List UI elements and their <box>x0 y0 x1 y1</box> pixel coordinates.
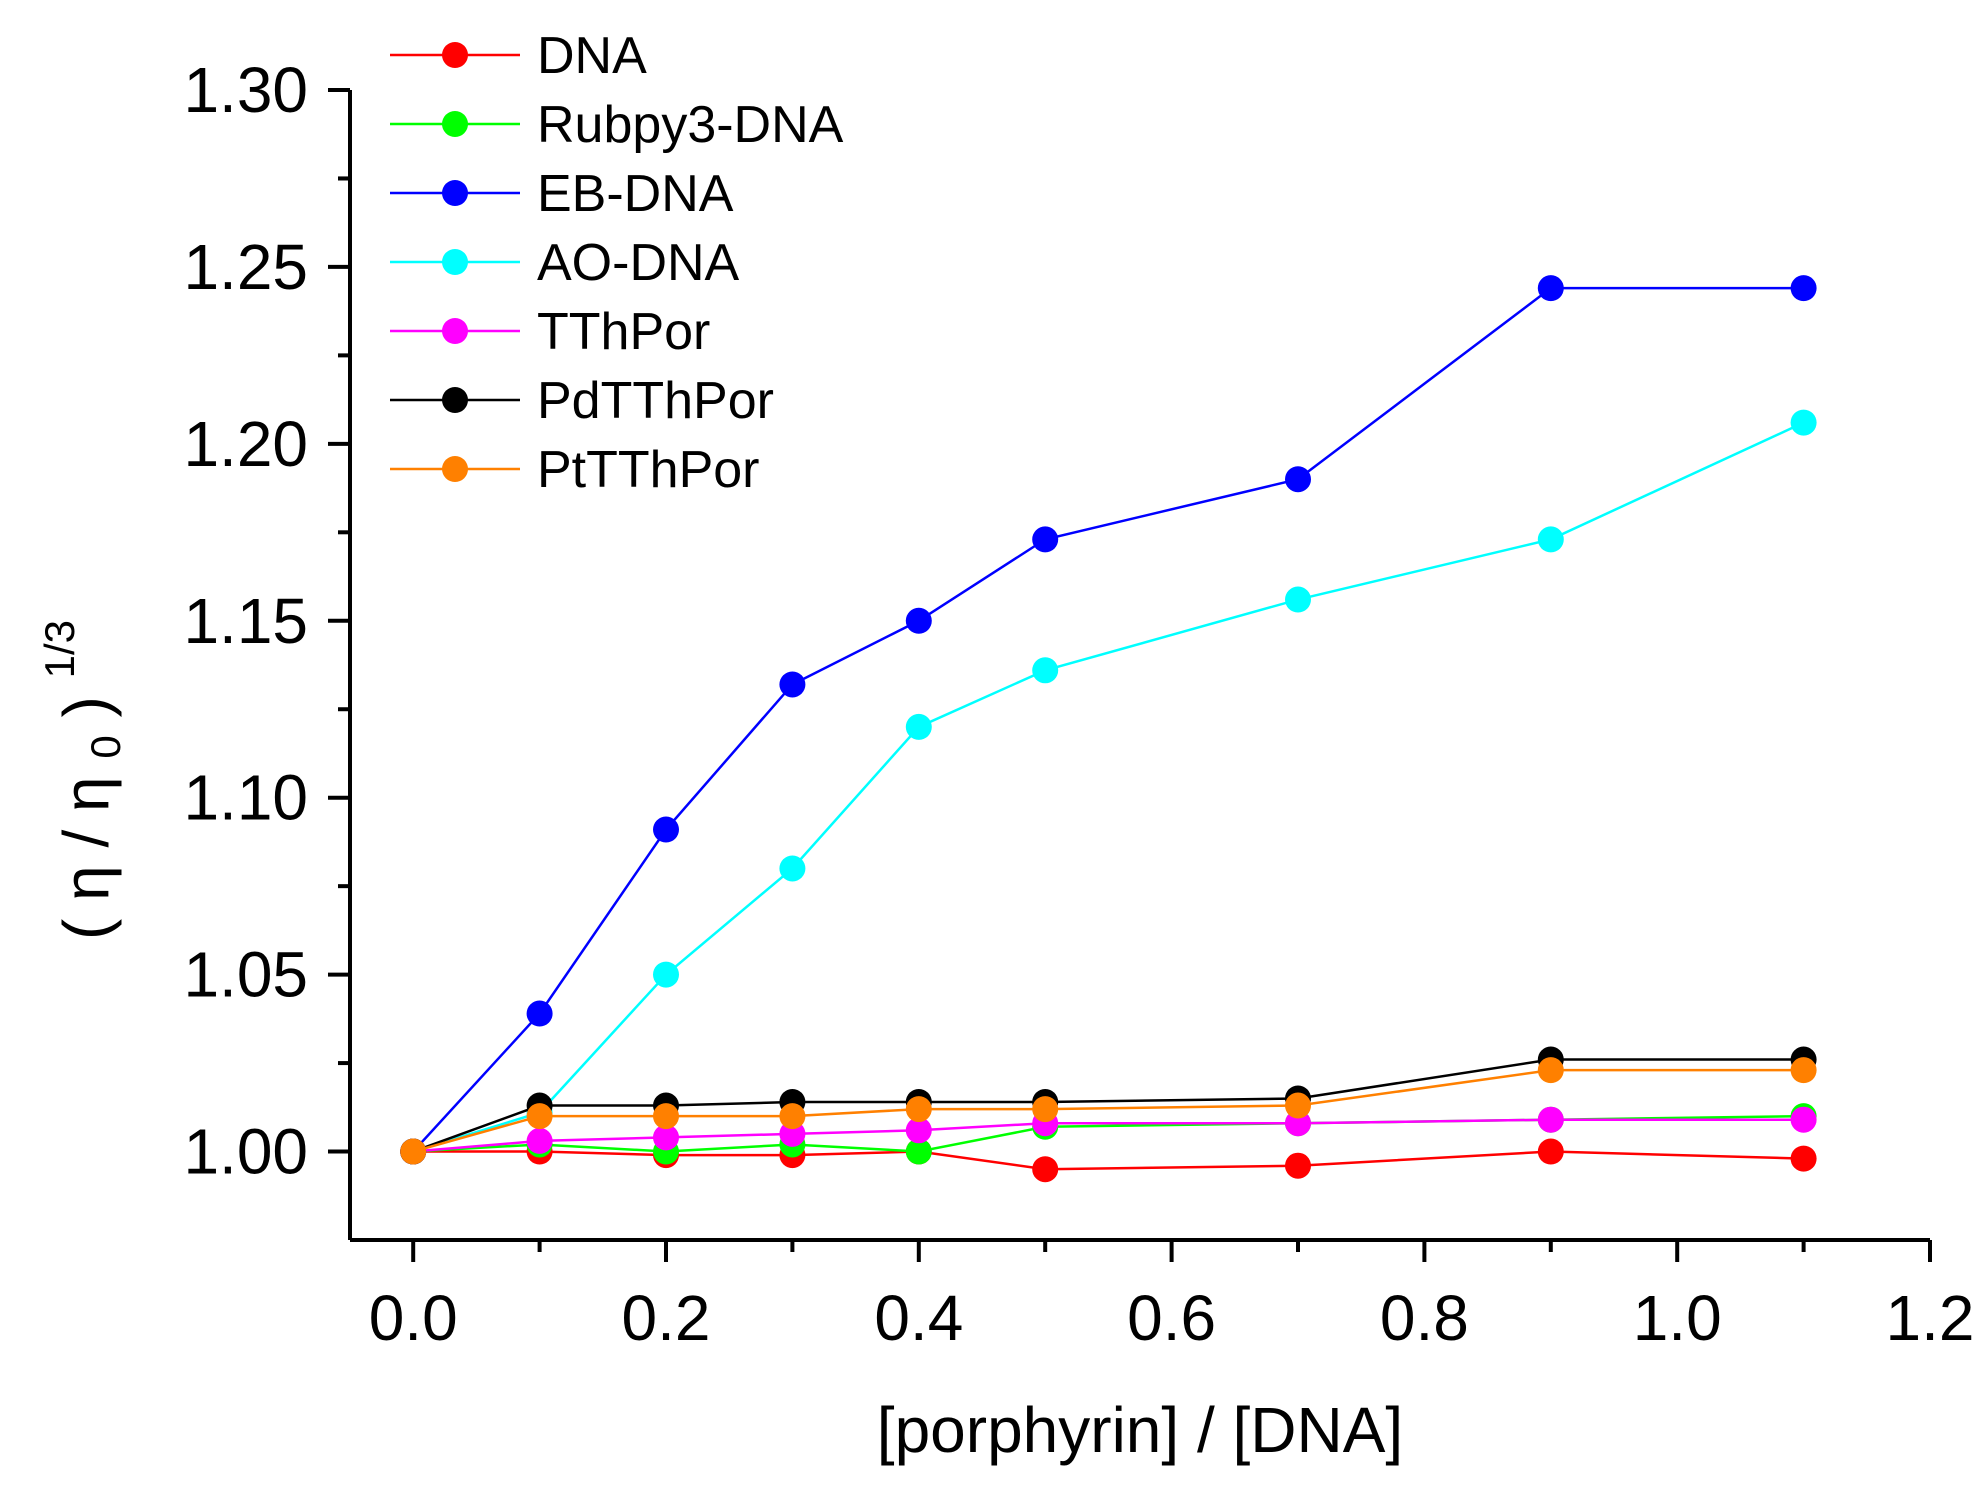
series-pdtthpor <box>400 1046 1817 1165</box>
legend-label: Rubpy3-DNA <box>537 96 844 154</box>
data-point <box>905 1096 932 1123</box>
x-tick-label: 0.0 <box>369 1282 458 1354</box>
series-pttthpor <box>400 1057 1817 1165</box>
data-point <box>1790 1145 1817 1172</box>
series-rubpy3-dna <box>400 1103 1817 1165</box>
legend-marker <box>442 456 468 482</box>
legend-item: Rubpy3-DNA <box>390 96 844 154</box>
legend-marker <box>442 111 468 137</box>
x-tick-label: 1.2 <box>1886 1282 1975 1354</box>
y-axis-title-subscript: 0 <box>82 735 129 758</box>
data-point <box>653 1103 679 1130</box>
y-axis-title-slash: / <box>50 830 122 848</box>
series-line <box>413 1114 1804 1153</box>
data-point <box>1285 1092 1311 1119</box>
data-point <box>1537 1138 1564 1165</box>
legend-label: PtTThPor <box>537 441 760 499</box>
series-line <box>413 1118 1804 1153</box>
y-axis-title-exponent: 1/3 <box>36 620 83 678</box>
data-point <box>905 607 932 634</box>
legend-item: PtTThPor <box>390 441 760 499</box>
data-point <box>1032 1096 1059 1123</box>
data-point <box>1032 1156 1059 1183</box>
legend-item: EB-DNA <box>390 165 734 223</box>
legend-marker <box>442 249 468 275</box>
y-axis-title: ( η / η 0 ) 1/3 <box>36 620 134 940</box>
y-axis-title-close: ) <box>50 696 122 717</box>
data-point <box>1790 1057 1817 1084</box>
x-tick-label: 0.6 <box>1127 1282 1216 1354</box>
legend-item: TThPor <box>390 303 710 361</box>
x-tick-label: 0.8 <box>1380 1282 1469 1354</box>
data-point <box>905 713 932 740</box>
legend-label: PdTThPor <box>537 372 774 430</box>
series-line <box>412 421 1805 1153</box>
legend-marker <box>442 180 468 206</box>
data-point <box>653 816 679 843</box>
data-point <box>779 855 806 882</box>
data-point <box>1537 1106 1564 1133</box>
x-tick-label: 0.2 <box>622 1282 711 1354</box>
legend-item: PdTThPor <box>390 372 774 430</box>
data-point <box>905 1138 932 1165</box>
legend-item: DNA <box>390 27 647 85</box>
data-point <box>1285 586 1311 613</box>
data-point <box>653 961 679 988</box>
data-point <box>1790 275 1817 302</box>
legend-item: AO-DNA <box>390 234 740 292</box>
y-axis-title-eta0: η <box>50 776 122 812</box>
data-point <box>526 1000 553 1027</box>
data-point <box>526 1103 553 1130</box>
series-ao-dna <box>400 409 1817 1165</box>
data-point <box>1032 657 1059 684</box>
axes <box>348 90 1930 1242</box>
data-point <box>653 1124 679 1151</box>
data-point <box>779 671 806 698</box>
y-tick-label: 1.15 <box>183 585 308 657</box>
y-tick-label: 1.30 <box>183 54 308 126</box>
data-point <box>779 1103 806 1130</box>
x-tick-label: 1.0 <box>1633 1282 1722 1354</box>
data-point <box>1285 466 1311 493</box>
data-point <box>1537 275 1564 302</box>
legend-marker <box>442 387 468 413</box>
data-point <box>1790 1106 1817 1133</box>
data-point <box>1537 1057 1564 1084</box>
legend-label: DNA <box>537 27 647 85</box>
y-tick-label: 1.20 <box>183 408 308 480</box>
y-axis-title-eta: η <box>50 865 122 901</box>
y-axis-title-open: ( <box>50 919 122 940</box>
series-eb-dna <box>400 275 1817 1165</box>
data-point <box>1285 1152 1311 1179</box>
legend-label: EB-DNA <box>537 165 734 223</box>
svg-text:( η / η: ( η / η 0 ) 1/3 <box>36 620 134 940</box>
series-layer <box>400 275 1817 1183</box>
data-point <box>1032 526 1059 553</box>
x-axis-title: [porphyrin] / [DNA] <box>877 1394 1403 1466</box>
x-tick-label: 0.4 <box>874 1282 963 1354</box>
y-tick-label: 1.10 <box>183 762 308 834</box>
y-tick-label: 1.05 <box>183 939 308 1011</box>
legend-label: TThPor <box>537 303 710 361</box>
data-point <box>400 1138 427 1165</box>
y-axis-ticks: 1.00 1.05 1.10 1.15 1.20 1.25 1.30 <box>183 54 350 1188</box>
y-tick-label: 1.00 <box>183 1116 308 1188</box>
y-tick-label: 1.25 <box>183 231 308 303</box>
data-point <box>1790 409 1817 436</box>
legend: DNA Rubpy3-DNA EB-DNA AO-DNA TThPor PdTThPor P… <box>390 27 844 499</box>
series-line <box>413 1150 1804 1171</box>
legend-label: AO-DNA <box>537 234 740 292</box>
legend-marker <box>442 318 468 344</box>
data-point <box>905 1117 932 1144</box>
series-dna <box>400 1138 1817 1183</box>
data-point <box>1537 526 1564 553</box>
x-axis-ticks: 0.0 0.2 0.4 0.6 0.8 1.0 1.2 <box>369 1240 1975 1354</box>
data-point <box>526 1127 553 1154</box>
legend-marker <box>442 42 468 68</box>
